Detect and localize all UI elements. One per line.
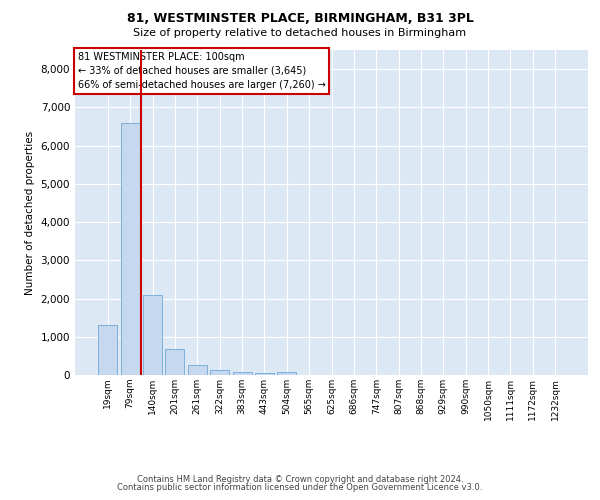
Bar: [233, 372, 251, 375]
Text: 81, WESTMINSTER PLACE, BIRMINGHAM, B31 3PL: 81, WESTMINSTER PLACE, BIRMINGHAM, B31 3…: [127, 12, 473, 26]
Bar: [255, 373, 274, 375]
Text: 81 WESTMINSTER PLACE: 100sqm
← 33% of detached houses are smaller (3,645)
66% of: 81 WESTMINSTER PLACE: 100sqm ← 33% of de…: [77, 52, 325, 90]
Text: Size of property relative to detached houses in Birmingham: Size of property relative to detached ho…: [133, 28, 467, 38]
Bar: [210, 370, 229, 375]
Y-axis label: Number of detached properties: Number of detached properties: [25, 130, 35, 294]
Bar: [166, 349, 184, 375]
Bar: [277, 372, 296, 375]
Bar: [188, 364, 207, 375]
Text: Contains public sector information licensed under the Open Government Licence v3: Contains public sector information licen…: [118, 484, 482, 492]
Text: Contains HM Land Registry data © Crown copyright and database right 2024.: Contains HM Land Registry data © Crown c…: [137, 475, 463, 484]
Bar: [98, 326, 118, 375]
Bar: [121, 122, 140, 375]
Bar: [143, 296, 162, 375]
